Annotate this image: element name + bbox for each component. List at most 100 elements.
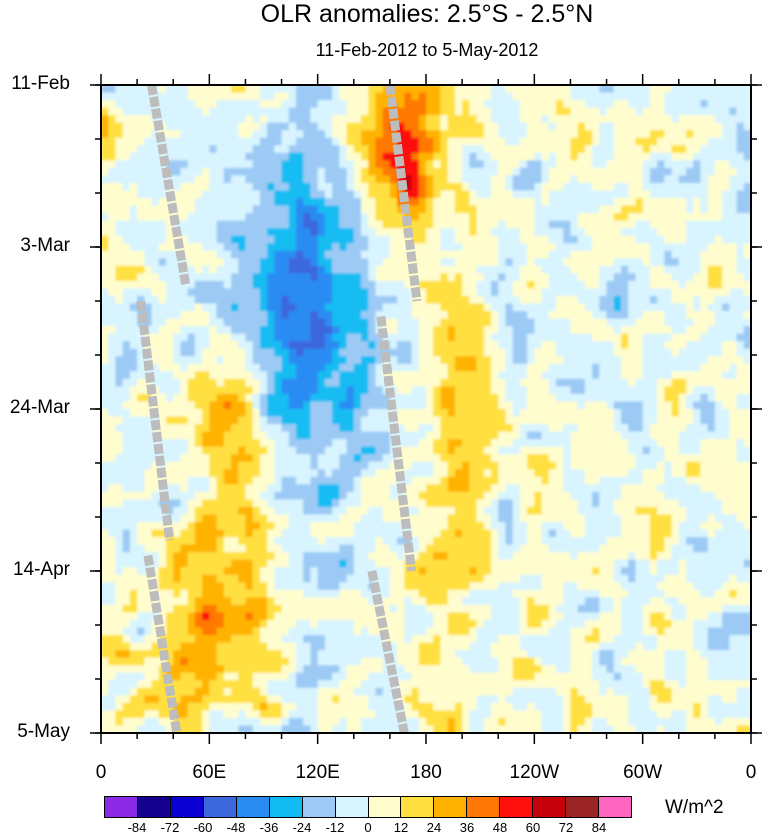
anomaly-cell [678, 280, 687, 290]
anomaly-cell [440, 92, 449, 101]
anomaly-cell [462, 484, 470, 493]
anomaly-cell [368, 137, 377, 146]
anomaly-cell [122, 220, 131, 229]
anomaly-cell [238, 228, 247, 237]
anomaly-cell [570, 341, 579, 350]
anomaly-cell [505, 469, 514, 478]
anomaly-cell [317, 295, 326, 305]
anomaly-cell [693, 431, 702, 440]
anomaly-cell [678, 378, 687, 387]
anomaly-cell [310, 273, 319, 282]
anomaly-cell [534, 243, 543, 252]
anomaly-cell [173, 469, 182, 478]
anomaly-cell [541, 190, 550, 199]
anomaly-cell [714, 461, 723, 470]
anomaly-cell [628, 431, 637, 440]
anomaly-cell [389, 152, 398, 161]
anomaly-cell [584, 92, 593, 101]
anomaly-cell [353, 85, 362, 94]
anomaly-cell [469, 326, 478, 335]
anomaly-cell [180, 198, 189, 207]
anomaly-cell [671, 92, 680, 101]
anomaly-cell [418, 303, 427, 312]
anomaly-cell [375, 182, 384, 192]
anomaly-cell [606, 446, 615, 455]
anomaly-cell [187, 220, 196, 229]
anomaly-cell [714, 280, 723, 290]
anomaly-cell [635, 303, 644, 312]
anomaly-cell [209, 409, 218, 418]
anomaly-cell [144, 167, 153, 177]
anomaly-cell [137, 439, 145, 448]
anomaly-cell [151, 273, 160, 282]
anomaly-cell [635, 205, 644, 214]
anomaly-cell [519, 303, 528, 312]
anomaly-cell [642, 311, 651, 320]
anomaly-cell [621, 431, 629, 440]
anomaly-cell [245, 250, 254, 259]
anomaly-cell [556, 235, 564, 244]
anomaly-cell [447, 416, 456, 425]
anomaly-cell [209, 85, 218, 94]
anomaly-cell [519, 182, 528, 192]
anomaly-cell [736, 243, 745, 252]
anomaly-cell [635, 318, 644, 327]
anomaly-cell [158, 356, 167, 365]
anomaly-cell [628, 311, 637, 320]
anomaly-cell [519, 198, 528, 207]
anomaly-cell [267, 228, 275, 237]
anomaly-cell [577, 198, 586, 207]
anomaly-cell [635, 341, 644, 350]
anomaly-cell [541, 378, 550, 387]
anomaly-cell [671, 416, 680, 425]
anomaly-cell [166, 469, 174, 478]
anomaly-cell [454, 152, 463, 161]
anomaly-cell [310, 469, 319, 478]
anomaly-cell [194, 303, 203, 312]
anomaly-cell [158, 265, 167, 274]
anomaly-cell [642, 476, 651, 485]
anomaly-cell [397, 326, 405, 335]
anomaly-cell [476, 446, 485, 455]
anomaly-cell [469, 258, 478, 267]
anomaly-cell [166, 115, 174, 124]
anomaly-cell [202, 386, 210, 395]
anomaly-cell [418, 152, 427, 161]
anomaly-cell [252, 107, 261, 116]
anomaly-cell [259, 484, 268, 493]
anomaly-cell [664, 303, 673, 312]
anomaly-cell [404, 326, 413, 335]
anomaly-cell [361, 182, 369, 192]
anomaly-cell [599, 311, 608, 320]
anomaly-cell [332, 378, 340, 387]
anomaly-cell [512, 341, 521, 350]
anomaly-cell [216, 356, 225, 365]
anomaly-cell [332, 152, 340, 161]
anomaly-cell [512, 476, 521, 485]
anomaly-cell [729, 115, 738, 124]
anomaly-cell [613, 461, 622, 470]
anomaly-cell [252, 243, 261, 252]
anomaly-cell [469, 213, 478, 222]
anomaly-cell [310, 107, 319, 116]
anomaly-cell [353, 386, 362, 395]
anomaly-cell [426, 378, 434, 387]
anomaly-cell [324, 469, 333, 478]
anomaly-cell [209, 484, 218, 493]
anomaly-cell [397, 85, 405, 94]
anomaly-cell [613, 333, 622, 342]
anomaly-cell [476, 92, 485, 101]
anomaly-cell [628, 378, 637, 387]
anomaly-cell [324, 454, 333, 463]
anomaly-cell [202, 130, 210, 139]
anomaly-cell [714, 107, 723, 116]
anomaly-cell [476, 386, 485, 395]
anomaly-cell [541, 469, 550, 478]
anomaly-cell [440, 446, 449, 455]
anomaly-cell [194, 454, 203, 463]
anomaly-cell [599, 378, 608, 387]
anomaly-cell [577, 258, 586, 267]
anomaly-cell [418, 326, 427, 335]
anomaly-cell [548, 152, 557, 161]
anomaly-cell [216, 431, 225, 440]
